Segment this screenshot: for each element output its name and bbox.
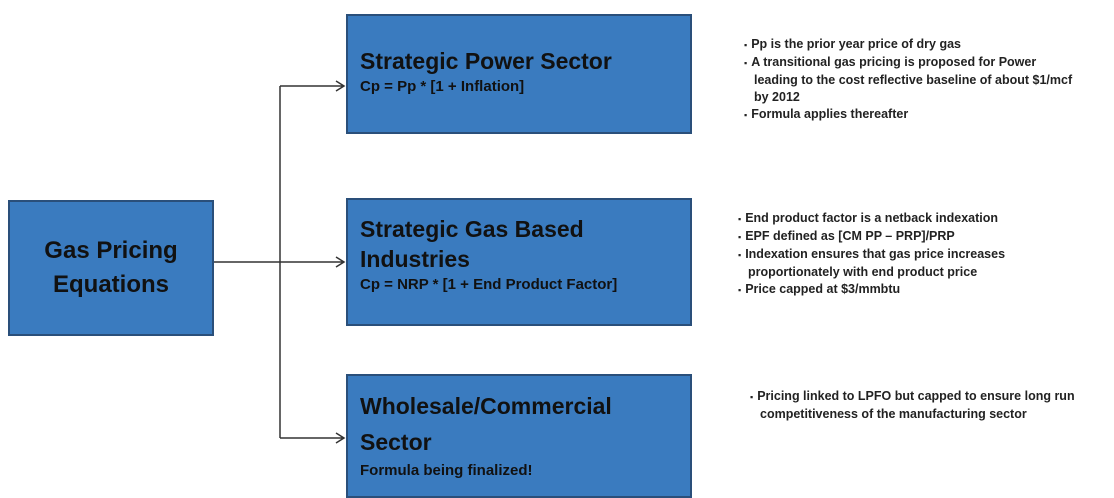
- sector-node: Strategic Gas Based Industries Cp = NRP *…: [346, 198, 692, 326]
- notes: End product factor is a netback indexati…: [736, 210, 1066, 299]
- note: Pp is the prior year price of dry gas: [751, 36, 1082, 54]
- note: Indexation ensures that gas price increa…: [745, 246, 1066, 281]
- note: End product factor is a netback indexati…: [745, 210, 1066, 228]
- note: A transitional gas pricing is proposed f…: [751, 54, 1082, 106]
- sector-node: Strategic Power Sector Cp = Pp * [1 + Inf…: [346, 14, 692, 134]
- note: Pricing linked to LPFO but capped to ens…: [757, 388, 1088, 423]
- notes: Pricing linked to LPFO but capped to ens…: [748, 388, 1088, 423]
- note: EPF defined as [CM PP – PRP]/PRP: [745, 228, 1066, 246]
- notes: Pp is the prior year price of dry gas A …: [742, 36, 1082, 124]
- sector-node: Wholesale/Commercial Sector Formula being…: [346, 374, 692, 498]
- root-node: Gas Pricing Equations: [8, 200, 214, 336]
- note: Price capped at $3/mmbtu: [745, 281, 1066, 299]
- note: Formula applies thereafter: [751, 106, 1082, 124]
